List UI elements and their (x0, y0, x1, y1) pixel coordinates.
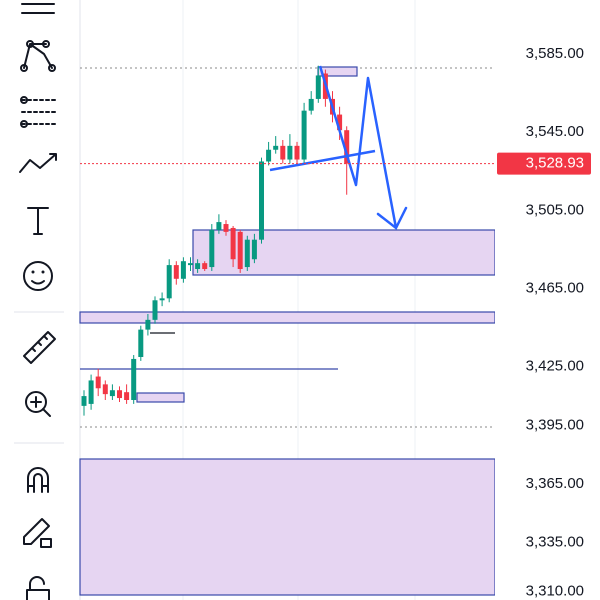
tool-text[interactable] (27, 207, 49, 235)
candle-body (266, 149, 272, 162)
tool-forecast[interactable] (19, 153, 57, 173)
tool-ruler[interactable] (23, 331, 56, 364)
y-tick-label: 3,335.00 (526, 534, 584, 551)
tool-zoom[interactable] (25, 391, 51, 417)
candle-body (301, 110, 307, 160)
tool-fib[interactable] (20, 96, 57, 128)
candle-body (124, 392, 130, 400)
candle-body (294, 145, 300, 160)
plot (79, 0, 496, 600)
candle-body (337, 114, 343, 131)
y-tick-label: 3,585.00 (526, 45, 584, 62)
candle-body (251, 239, 257, 260)
candle-body (230, 227, 236, 260)
candle-body (166, 265, 172, 299)
candle-body (173, 265, 179, 279)
candle-body (117, 390, 122, 399)
candle-body (81, 396, 87, 406)
y-tick-label: 3,545.00 (526, 123, 584, 140)
candle-body (138, 329, 144, 357)
y-tick-label: 3,310.00 (526, 583, 584, 600)
candle-body (216, 222, 222, 230)
drawings (269, 65, 408, 230)
candle-body (287, 145, 293, 160)
candle-body (223, 224, 229, 232)
y-tick-label: 3,465.00 (526, 280, 584, 297)
tool-lines[interactable] (21, 3, 55, 14)
candle-body (273, 145, 279, 150)
tool-pattern[interactable] (20, 40, 56, 72)
candle-body (159, 298, 165, 301)
candle-body (188, 263, 193, 266)
candle-body (308, 98, 314, 111)
last-price-box (497, 152, 591, 175)
y-tick-label: 3,395.00 (526, 416, 584, 433)
candle-body (202, 263, 208, 270)
candle-body (280, 145, 286, 160)
candle-body (95, 376, 101, 389)
tool-magnet[interactable] (27, 467, 49, 493)
candle-body (195, 263, 201, 270)
tool-lock[interactable] (26, 576, 50, 600)
tool-lock-draw[interactable] (23, 518, 52, 548)
candle-body (244, 239, 250, 268)
candle-body (109, 390, 115, 397)
candle-body (88, 380, 94, 404)
y-tick-label: 3,365.00 (526, 475, 584, 492)
candle-body (131, 358, 137, 400)
candle-body (152, 300, 158, 320)
tool-emoji[interactable] (23, 261, 53, 291)
candle-body (344, 130, 350, 164)
candles (81, 65, 350, 416)
price-axis (495, 0, 600, 600)
y-tick-label: 3,505.00 (526, 201, 584, 218)
y-tick-label: 3,425.00 (526, 358, 584, 375)
candle-body (180, 261, 186, 279)
candle-body (102, 384, 108, 395)
last-price-label: 3,528.93 (526, 155, 584, 172)
candle-body (237, 231, 243, 270)
candle-body (315, 75, 321, 99)
candle-body (145, 319, 151, 330)
candle-body (259, 161, 264, 240)
candle-body (209, 229, 215, 268)
toolbar (14, 3, 64, 600)
